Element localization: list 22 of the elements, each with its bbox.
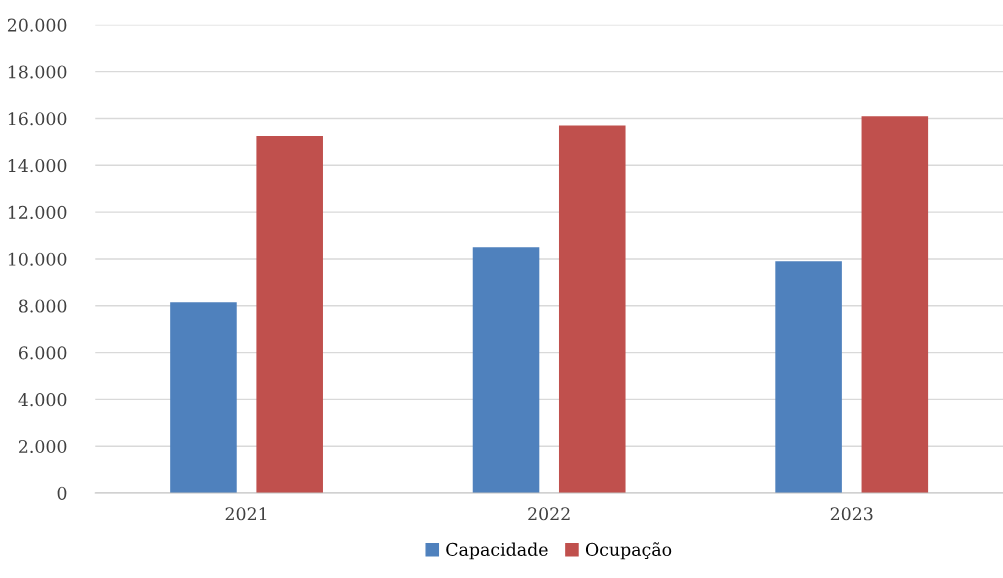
y-tick-label: 14.000 xyxy=(8,159,67,173)
x-tick-label: 2023 xyxy=(830,507,873,521)
y-tick-label: 16.000 xyxy=(8,112,67,126)
bar xyxy=(861,116,929,494)
y-tick-label: 20.000 xyxy=(7,18,67,32)
y-tick-label: 10.000 xyxy=(8,252,67,266)
y-tick-label: 0 xyxy=(57,486,67,500)
x-tick-label: 2022 xyxy=(528,507,570,521)
bar xyxy=(775,261,842,494)
y-tick-label: 8.000 xyxy=(18,299,67,313)
legend-label: Capacidade xyxy=(446,542,548,560)
y-tick-label: 12.000 xyxy=(8,205,67,219)
y-tick-label: 2.000 xyxy=(18,439,67,454)
x-tick-label: 2021 xyxy=(225,507,267,521)
bar xyxy=(558,125,626,494)
y-tick-label: 4.000 xyxy=(18,393,67,407)
bar xyxy=(170,302,237,494)
y-tick-label: 18.000 xyxy=(8,65,67,79)
bar xyxy=(256,136,323,494)
y-tick-label: 6.000 xyxy=(18,346,67,360)
legend-label: Ocupação xyxy=(585,542,672,560)
bar xyxy=(472,247,540,494)
